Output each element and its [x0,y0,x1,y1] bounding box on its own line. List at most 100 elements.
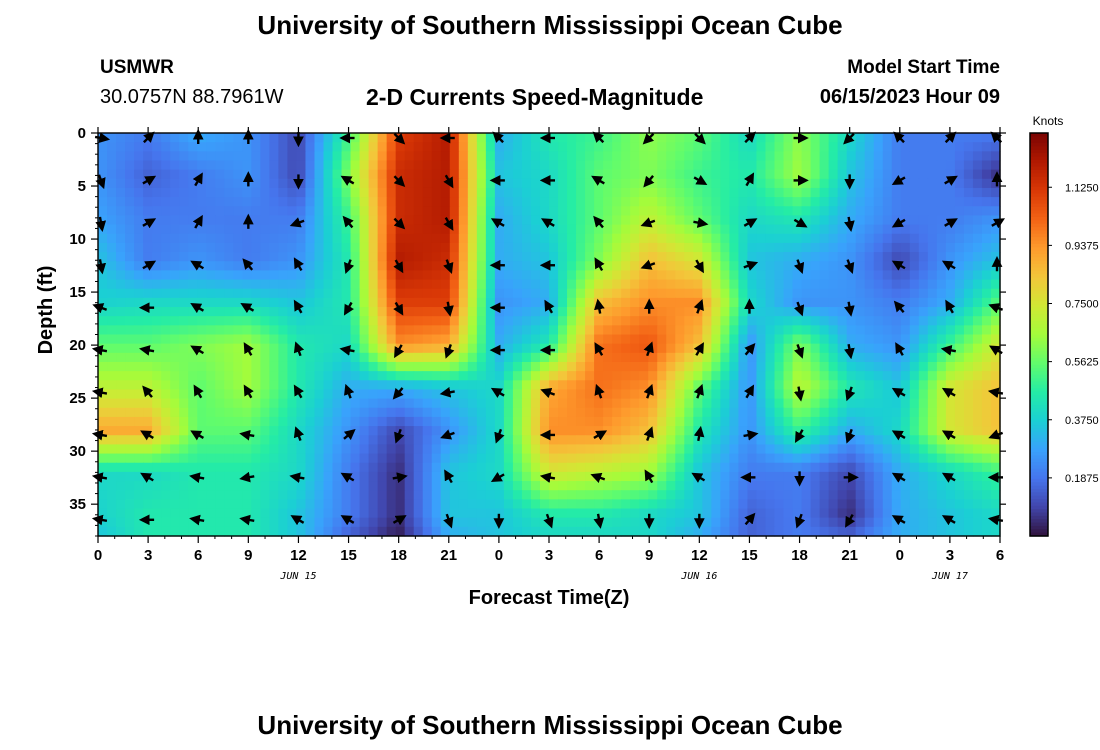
heatmap-cell [648,398,658,409]
heatmap-cell [558,435,568,446]
heatmap-cell [882,380,893,391]
heatmap-cell [594,481,604,491]
heatmap-cell [801,389,812,400]
heatmap-cell [431,242,442,253]
heatmap-cell [954,288,965,299]
heatmap-cell [567,407,577,418]
heatmap-cell [440,453,451,464]
heatmap-cell [98,224,108,235]
heatmap-cell [828,453,839,464]
heatmap-cell [756,279,767,290]
heatmap-cell [837,517,848,528]
heatmap-cell [206,242,216,253]
current-arrow [193,384,204,399]
heatmap-cell [476,398,487,409]
heatmap-cell [882,288,893,299]
heatmap-cell [521,334,532,345]
heatmap-cell [269,398,279,409]
heatmap-cell [296,206,307,217]
heatmap-cell [720,481,730,491]
heatmap-cell [630,407,640,418]
heatmap-cell [783,371,794,381]
heatmap-cell [404,471,415,482]
heatmap-cell [576,517,586,528]
heatmap-cell [305,215,316,226]
heatmap-cell [855,261,866,271]
heatmap-cell [377,471,388,482]
heatmap-cell [576,343,586,354]
heatmap-cell [269,380,279,391]
heatmap-cell [503,435,514,446]
heatmap-cell [900,334,911,345]
x-tick-label: 18 [791,547,808,564]
heatmap-cell [386,307,397,317]
heatmap-cell [413,389,424,400]
heatmap-cell [305,444,316,455]
heatmap-cell [747,499,758,510]
heatmap-cell [467,462,478,473]
heatmap-cell [891,288,902,299]
heatmap-cell [116,307,126,317]
heatmap-cell [684,297,694,308]
current-arrow [891,515,906,526]
heatmap-cell [567,297,577,308]
heatmap-cell [756,462,767,473]
heatmap-cell [981,233,992,244]
heatmap-cell [873,352,884,363]
heatmap-cell [377,151,388,162]
heatmap-cell [233,206,243,217]
heatmap-cell [386,371,397,381]
heatmap-cell [684,508,694,519]
heatmap-cell [170,407,180,418]
heatmap-cell [386,490,397,500]
heatmap-cell [161,215,171,226]
heatmap-cell [278,270,289,281]
heatmap-cell [918,151,929,162]
heatmap-cell [323,151,334,162]
heatmap-cell [855,187,866,198]
heatmap-cell [693,499,703,510]
heatmap-cell [585,178,595,189]
heatmap-cell [936,187,947,198]
heatmap-cell [711,371,721,381]
heatmap-cell [783,178,794,189]
heatmap-cell [125,453,135,464]
heatmap-cell [251,517,261,528]
heatmap-cell [729,151,740,162]
heatmap-cell [449,462,460,473]
heatmap-cell [612,187,622,198]
heatmap-cell [395,160,406,171]
heatmap-cell [341,169,352,180]
heatmap-cell [837,233,848,244]
heatmap-cell [278,325,289,336]
heatmap-cell [765,307,776,317]
heatmap-cell [368,187,379,198]
heatmap-cell [107,508,117,519]
heatmap-cell [98,233,108,244]
heatmap-cell [494,270,505,281]
heatmap-cell [855,316,866,326]
colorbar-segment [1030,421,1048,426]
heatmap-cell [98,252,108,262]
heatmap-cell [801,307,812,317]
heatmap-cell [323,407,334,418]
heatmap-cell [837,288,848,299]
heatmap-cell [630,151,640,162]
heatmap-cell [630,242,640,253]
heatmap-cell [116,224,126,235]
heatmap-cell [386,517,397,528]
heatmap-cell [549,197,559,207]
current-arrow [544,299,555,314]
heatmap-cell [909,371,920,381]
heatmap-cell [125,380,135,391]
heatmap-cell [738,252,749,262]
heatmap-cell [359,334,370,345]
heatmap-cell [449,389,460,400]
heatmap-cell [179,206,189,217]
heatmap-cell [675,481,685,491]
heatmap-cell [828,316,839,326]
heatmap-cell [693,252,703,262]
heatmap-cell [945,142,956,152]
heatmap-cell [630,526,640,537]
heatmap-cell [891,398,902,409]
